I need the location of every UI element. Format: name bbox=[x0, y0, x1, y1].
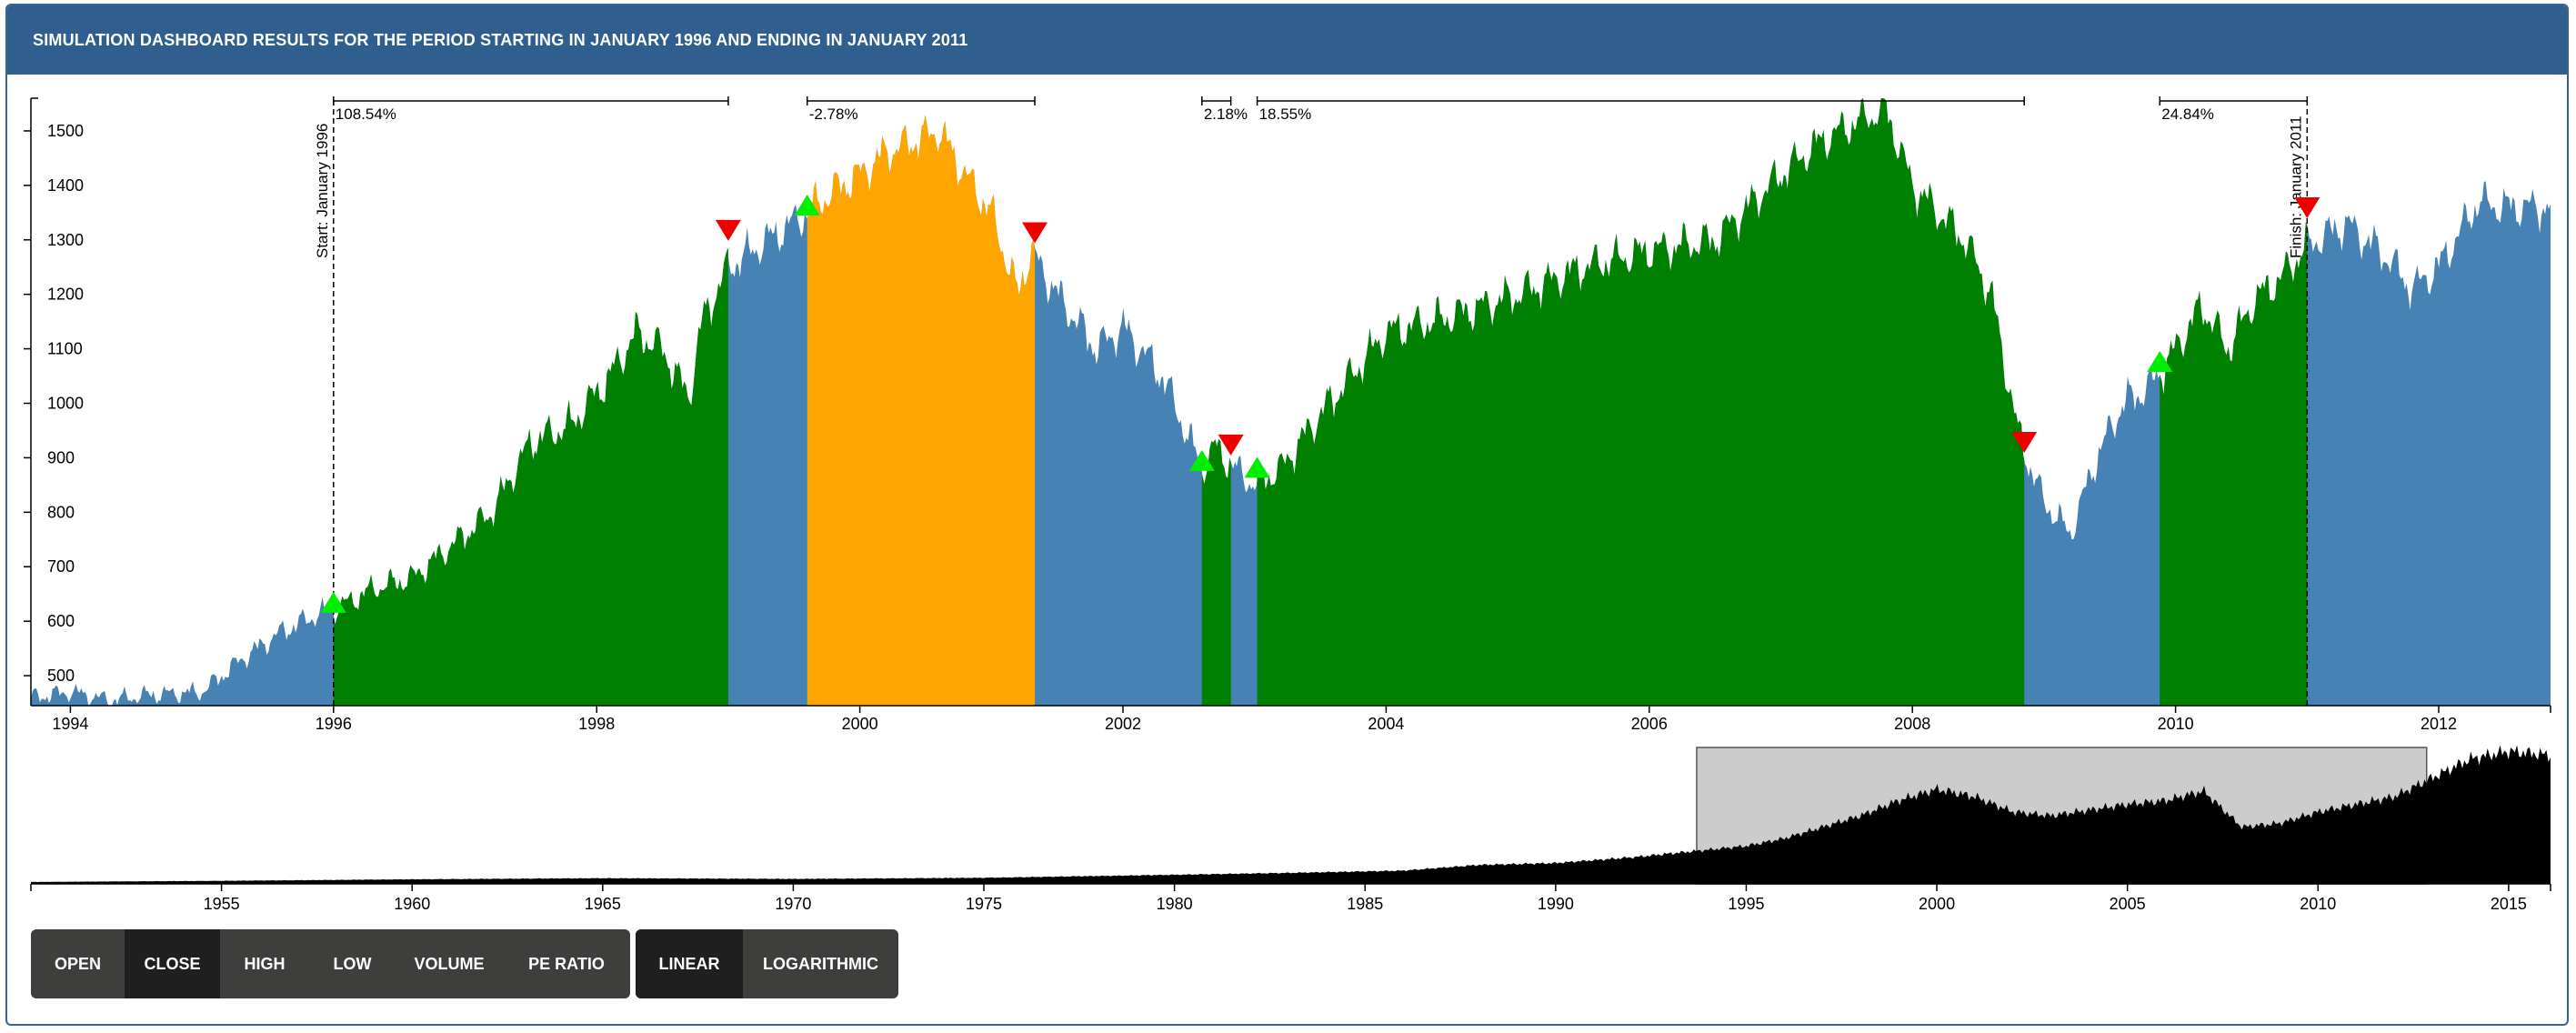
x-tick-label: 2010 bbox=[2158, 715, 2194, 733]
overview-x-tick-label: 1960 bbox=[394, 895, 430, 913]
y-tick-label: 600 bbox=[47, 612, 75, 630]
return-label: 108.54% bbox=[336, 105, 396, 123]
y-tick-label: 1100 bbox=[47, 340, 83, 358]
buy-marker-icon bbox=[1188, 449, 1215, 471]
overview-x-tick-label: 1965 bbox=[585, 895, 621, 913]
overview-x-tick-label: 1985 bbox=[1347, 895, 1383, 913]
x-tick-label: 2006 bbox=[1631, 715, 1668, 733]
y-tick-label: 1500 bbox=[47, 122, 84, 140]
price-pe-ratio-button[interactable]: PE RATIO bbox=[528, 955, 605, 973]
x-tick-label: 1994 bbox=[52, 715, 88, 733]
overview-x-tick-label: 1975 bbox=[966, 895, 1002, 913]
scale-linear-button[interactable]: LINEAR bbox=[636, 929, 743, 998]
loss-segment bbox=[807, 115, 1036, 707]
panel-header: SIMULATION DASHBOARD RESULTS FOR THE PER… bbox=[7, 5, 2567, 75]
overview-x-tick-label: 1980 bbox=[1157, 895, 1193, 913]
price-open-button[interactable]: OPEN bbox=[54, 955, 101, 973]
sell-marker-icon bbox=[1022, 222, 1048, 244]
gain-segment bbox=[1257, 98, 2025, 706]
overview-x-tick-label: 1970 bbox=[775, 895, 811, 913]
price-field-buttons: OPEN CLOSE HIGH LOW VOLUME PE RATIO bbox=[31, 929, 630, 998]
x-tick-label: 2000 bbox=[842, 715, 878, 733]
main-chart: 500 600 700 800 900 1000 1100 1200 1300 1400 1500 1… bbox=[24, 96, 2551, 733]
y-tick-label: 900 bbox=[47, 448, 75, 466]
buy-marker-icon bbox=[320, 591, 346, 613]
y-tick-label: 700 bbox=[47, 557, 75, 576]
y-tick-label: 1400 bbox=[47, 176, 84, 195]
overview-x-tick-label: 1990 bbox=[1538, 895, 1574, 913]
overview-area bbox=[31, 745, 2551, 884]
price-close-button[interactable]: CLOSE bbox=[125, 929, 220, 998]
return-label: 18.55% bbox=[1259, 105, 1312, 123]
overview-x-tick-label: 1995 bbox=[1728, 895, 1764, 913]
x-tick-label: 1998 bbox=[578, 715, 615, 733]
scale-logarithmic-button[interactable]: LOGARITHMIC bbox=[763, 955, 878, 973]
overview-x-tick-label: 2015 bbox=[2491, 895, 2527, 913]
price-high-button[interactable]: HIGH bbox=[244, 955, 286, 973]
overview-x-tick-label: 2005 bbox=[2110, 895, 2146, 913]
y-tick-label: 1000 bbox=[47, 394, 84, 412]
return-label: 24.84% bbox=[2161, 105, 2214, 123]
overview-x-tick-label: 1955 bbox=[204, 895, 240, 913]
price-low-button[interactable]: LOW bbox=[333, 955, 372, 973]
x-tick-label: 1996 bbox=[316, 715, 352, 733]
y-tick-label: 1200 bbox=[47, 286, 84, 304]
start-label: Start: January 1996 bbox=[314, 124, 331, 258]
overview-x-tick-label: 2010 bbox=[2300, 895, 2336, 913]
overview-x-tick-label: 2000 bbox=[1919, 895, 1955, 913]
buy-marker-icon bbox=[2147, 350, 2173, 372]
scale-buttons: LINEAR LOGARITHMIC bbox=[636, 929, 898, 998]
return-label: -2.78% bbox=[809, 105, 858, 123]
y-tick-label: 800 bbox=[47, 503, 75, 521]
x-tick-label: 2004 bbox=[1368, 715, 1404, 733]
buy-marker-icon bbox=[794, 195, 820, 216]
sell-marker-icon bbox=[1218, 434, 1244, 456]
gain-segment bbox=[333, 247, 728, 706]
price-volume-button[interactable]: VOLUME bbox=[414, 955, 485, 973]
gain-segment bbox=[2160, 222, 2308, 706]
sell-marker-icon bbox=[2294, 197, 2320, 219]
overview-chart[interactable]: 1955 1960 1965 1970 1975 1980 1985 1990 1995 2000… bbox=[30, 745, 2551, 914]
x-tick-label: 2002 bbox=[1105, 715, 1141, 733]
gain-segment bbox=[1201, 438, 1231, 706]
y-tick-label: 500 bbox=[47, 667, 75, 685]
x-tick-label: 2008 bbox=[1894, 715, 1930, 733]
sell-marker-icon bbox=[2011, 432, 2038, 454]
buy-marker-icon bbox=[1244, 456, 1270, 478]
y-tick-label: 1300 bbox=[47, 231, 84, 249]
x-tick-label: 2012 bbox=[2421, 715, 2457, 733]
return-label: 2.18% bbox=[1204, 105, 1248, 123]
finish-label: Finish: January 2011 bbox=[2287, 115, 2304, 258]
sell-marker-icon bbox=[715, 219, 741, 241]
